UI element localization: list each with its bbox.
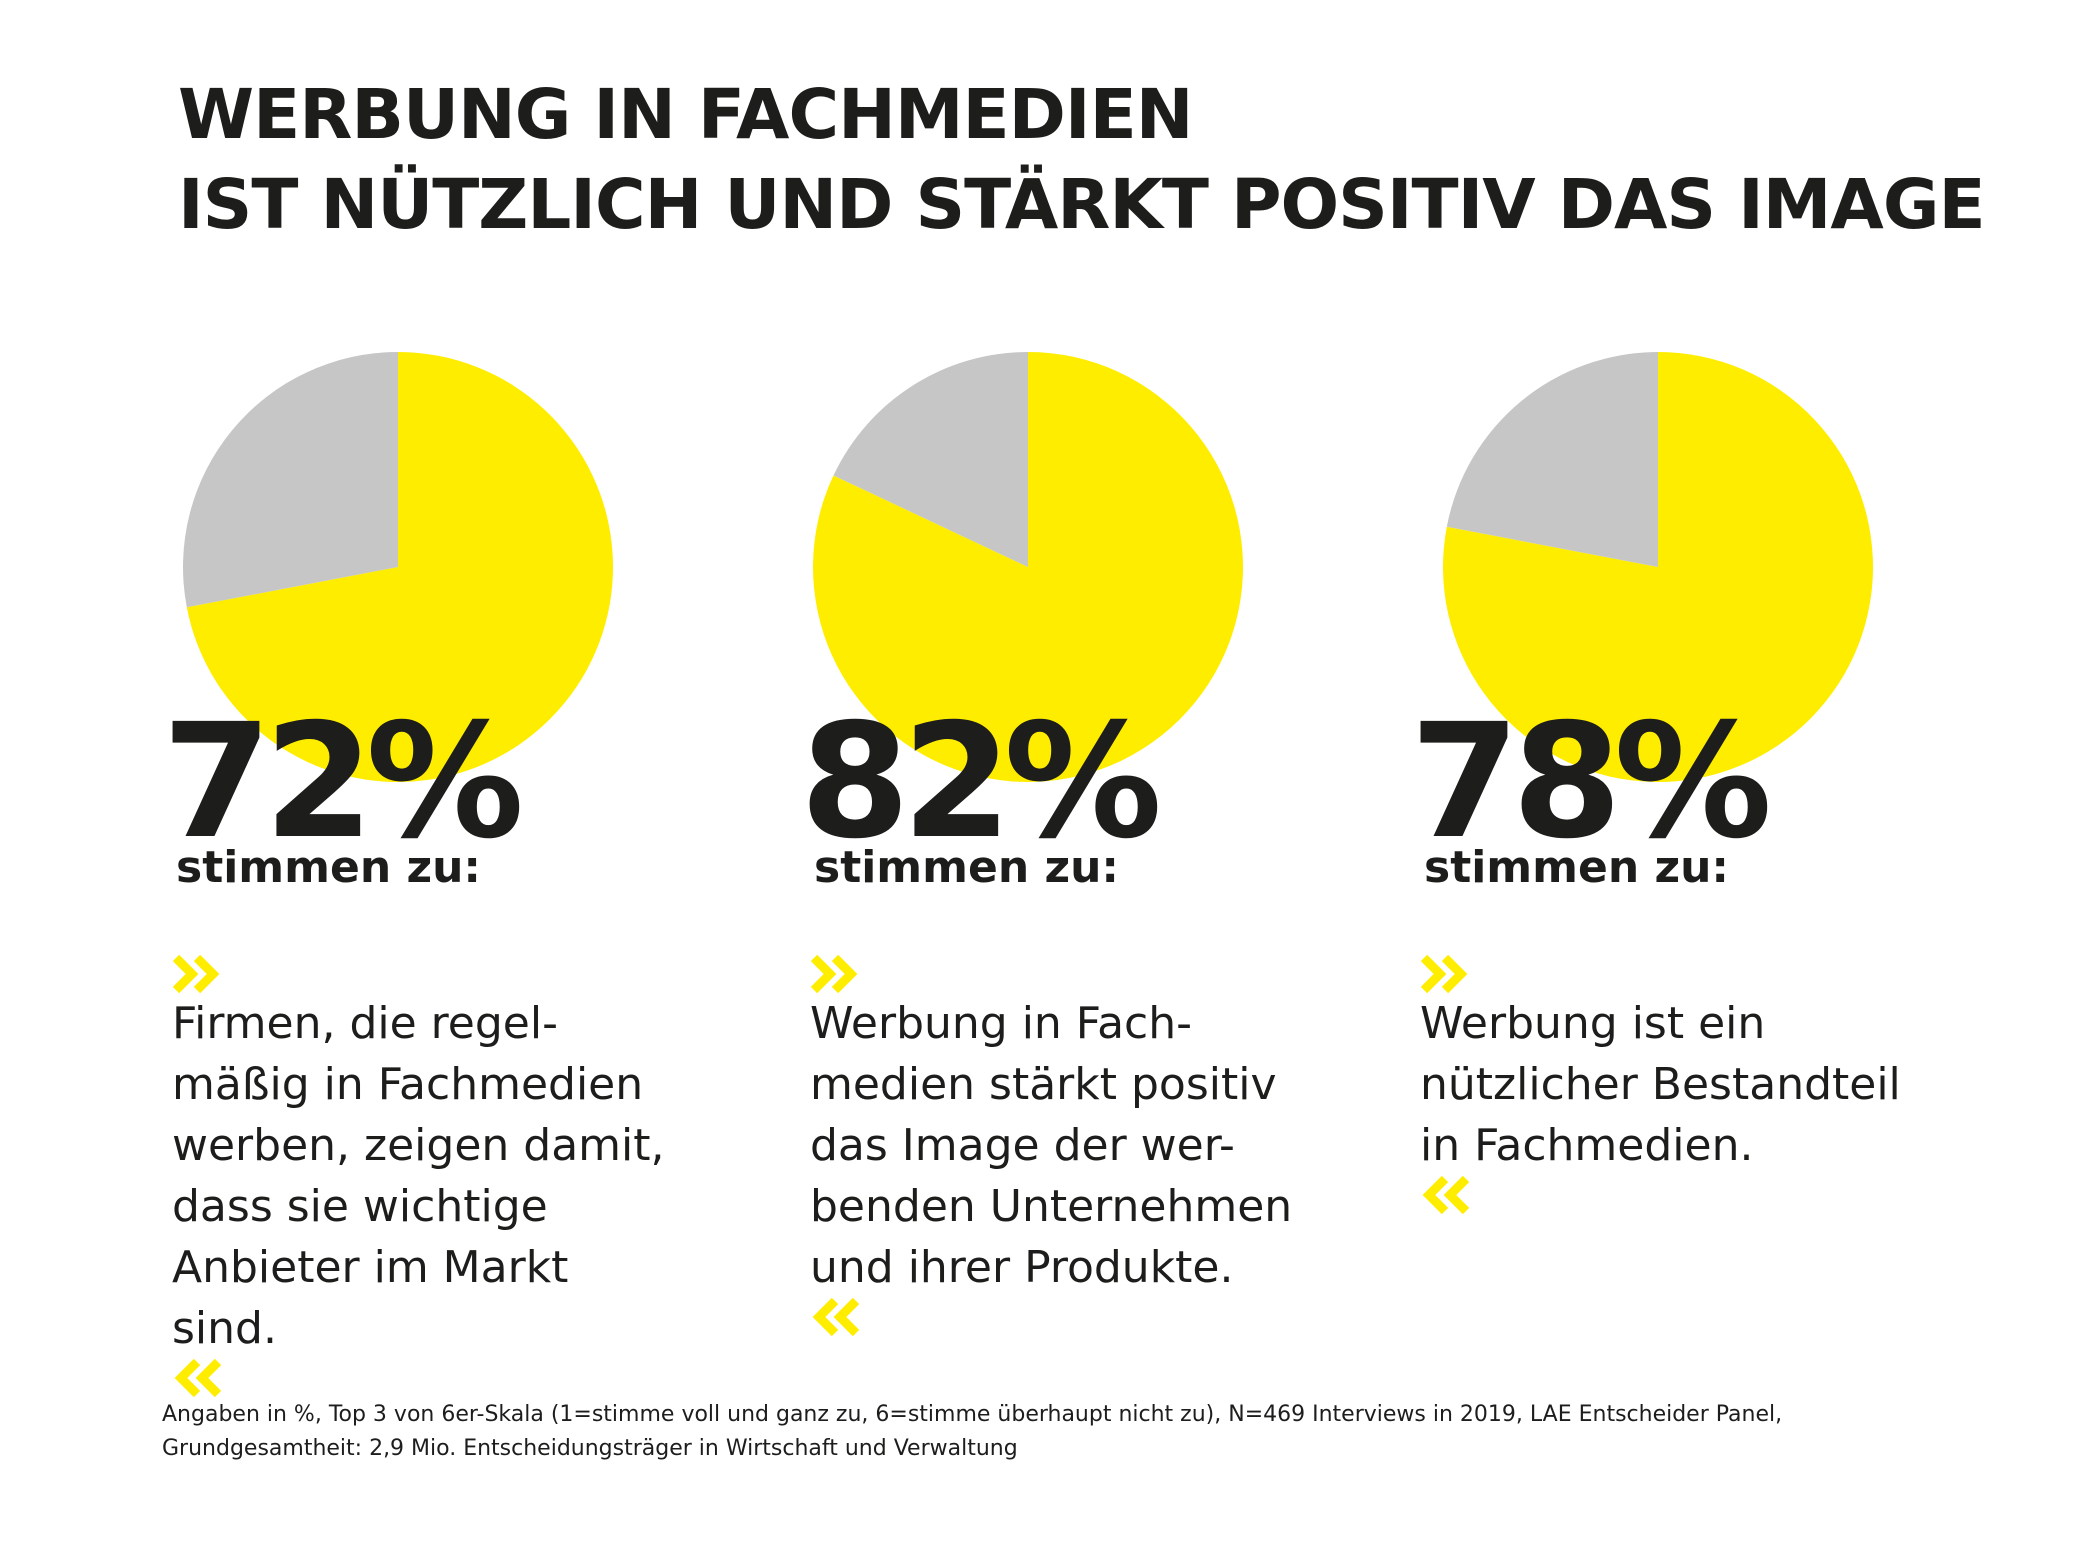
title-line-1: WERBUNG IN FACHMEDIEN [178, 75, 1193, 155]
footnote: Angaben in %, Top 3 von 6er-Skala (1=sti… [162, 1398, 1782, 1466]
statement-2-line-5: und ihrer Produkte. [810, 1237, 1350, 1336]
statement-3: Werbung ist ein nützlicher Bestandteil i… [1420, 955, 1960, 1214]
statement-3-text-3: in Fachmedien. [1420, 1120, 1754, 1171]
statement-1-text-6: sind. [172, 1303, 277, 1354]
statement-1-line-5: Anbieter im Markt [172, 1242, 569, 1293]
footnote-line-2: Grundgesamtheit: 2,9 Mio. Entscheidungst… [162, 1436, 1018, 1461]
agree-label-3: stimmen zu: [1424, 842, 1730, 893]
pie-chart-2 [813, 352, 1243, 782]
statement-1-line-3: werben, zeigen damit, [172, 1120, 665, 1171]
pie-1-slice-agree [186, 352, 614, 782]
statement-2-line-2: medien stärkt positiv [810, 1059, 1277, 1110]
open-quote-icon [810, 955, 1350, 993]
percent-label-2: 82% [800, 690, 1162, 874]
statement-1-line-4: dass sie wichtige [172, 1181, 548, 1232]
close-quote-icon [1420, 1176, 1960, 1214]
close-quote-icon [810, 1298, 1350, 1336]
pie-1-slice-rest [182, 352, 398, 608]
statement-2-line-1: Werbung in Fach- [810, 955, 1350, 1054]
open-quote-icon [172, 955, 712, 993]
statement-2-line-4: benden Unternehmen [810, 1181, 1293, 1232]
statement-1-line-6: sind. [172, 1298, 712, 1397]
title-line-2: IST NÜTZLICH UND STÄRKT POSITIV DAS IMAG… [178, 165, 1986, 245]
statement-3-text-1: Werbung ist ein [1420, 998, 1766, 1049]
statement-1-line-2: mäßig in Fachmedien [172, 1059, 644, 1110]
statement-1-text-1: Firmen, die regel- [172, 998, 558, 1049]
close-quote-icon [172, 1359, 712, 1397]
pie-chart-1 [182, 352, 614, 782]
page-title: WERBUNG IN FACHMEDIEN IST NÜTZLICH UND S… [178, 70, 1986, 250]
statement-2-line-3: das Image der wer- [810, 1120, 1235, 1171]
statement-2: Werbung in Fach- medien stärkt positiv d… [810, 955, 1350, 1336]
open-quote-icon [1420, 955, 1960, 993]
percent-label-1: 72% [162, 690, 524, 874]
pie-chart-3 [1443, 352, 1873, 782]
footnote-line-1: Angaben in %, Top 3 von 6er-Skala (1=sti… [162, 1402, 1783, 1427]
pie-3-slice-rest [1446, 352, 1658, 567]
agree-label-1: stimmen zu: [176, 842, 482, 893]
statement-3-line-3: in Fachmedien. [1420, 1115, 1960, 1214]
pie-2-slice-rest [833, 352, 1028, 567]
statement-3-line-2: nützlicher Bestandteil [1420, 1059, 1901, 1110]
statement-2-text-5: und ihrer Produkte. [810, 1242, 1234, 1293]
percent-label-3: 78% [1410, 690, 1772, 874]
statement-1: Firmen, die regel- mäßig in Fachmedien w… [172, 955, 712, 1397]
agree-label-2: stimmen zu: [814, 842, 1120, 893]
statement-1-line-1: Firmen, die regel- [172, 955, 712, 1054]
statement-2-text-1: Werbung in Fach- [810, 998, 1192, 1049]
statement-3-line-1: Werbung ist ein [1420, 955, 1960, 1054]
